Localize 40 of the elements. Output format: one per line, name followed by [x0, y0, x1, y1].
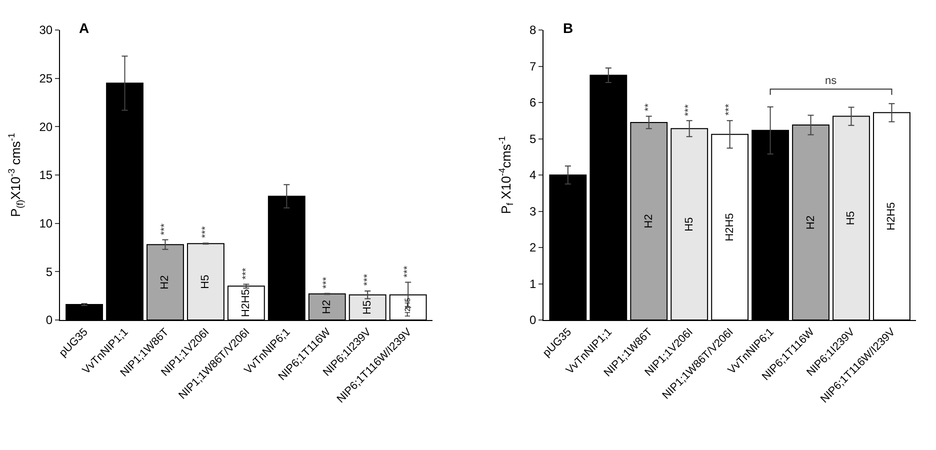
data-label: H2H5: [886, 202, 898, 230]
y-tick-label: 0: [46, 313, 53, 328]
annotation: ***: [200, 226, 212, 238]
y-tick-label: 20: [39, 120, 53, 134]
y-tick-label: 5: [46, 264, 53, 279]
annotation: **: [643, 103, 654, 112]
data-label: H5: [845, 211, 858, 226]
chart-title: A: [79, 20, 90, 36]
data-label: H2: [159, 275, 172, 290]
y-tick-label: 30: [39, 23, 53, 38]
y-tick-label: 1: [530, 276, 537, 291]
annotation: ***: [362, 274, 374, 286]
y-tick-label: 4: [530, 168, 537, 182]
y-tick-label: 10: [39, 216, 53, 231]
data-label: H2H5: [403, 298, 412, 317]
data-label: H2: [804, 215, 817, 230]
y-tick-label: 5: [530, 132, 537, 146]
y-tick-label: 15: [39, 168, 53, 182]
data-label: H5: [362, 300, 374, 314]
y-tick-label: 25: [39, 72, 53, 86]
data-label: H2H5: [240, 289, 252, 317]
annotation: ***: [724, 104, 736, 116]
chart-title: B: [563, 20, 574, 36]
data-label: H2: [321, 300, 334, 314]
y-tick-label: 7: [530, 59, 537, 74]
y-tick-label: 3: [530, 204, 537, 218]
y-tick-label: 8: [530, 23, 537, 38]
annotation: ***: [684, 104, 695, 116]
annotation: ***: [240, 268, 252, 280]
annotation: ***: [402, 266, 414, 278]
data-label: H5: [683, 217, 696, 232]
data-label: H2: [642, 214, 655, 228]
y-tick-label: 0: [530, 313, 537, 328]
y-tick-label: 6: [530, 96, 537, 110]
data-label: H2H5: [724, 213, 736, 242]
annotation: ***: [159, 223, 170, 236]
annotation: ***: [322, 276, 333, 289]
y-tick-label: 2: [530, 240, 537, 255]
data-label: H5: [200, 274, 212, 289]
annotation: ns: [825, 75, 838, 87]
